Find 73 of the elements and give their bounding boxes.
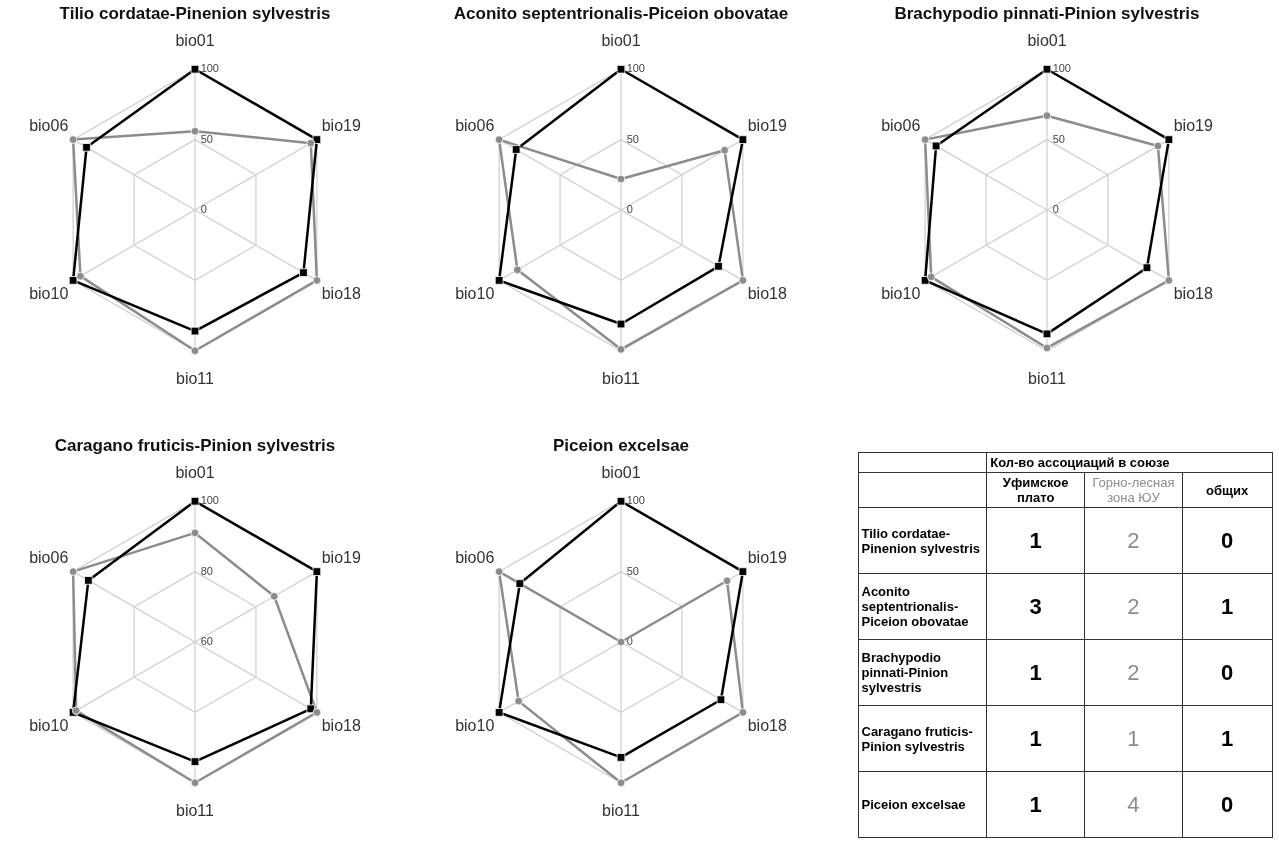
y-tick-label: 50 [626,564,639,577]
text: 1 [986,639,1085,706]
text: 1 [1182,705,1272,772]
y-tick-label: 100 [626,62,645,75]
spoke-label: bio19 [321,548,361,566]
text: общих [1182,472,1272,508]
text: 2 [1084,639,1183,706]
text: Tilio cordatae-Pinenion sylvestris [858,507,987,574]
spoke-label: bio19 [1173,116,1213,134]
text: Piceion excelsae [858,771,987,838]
text: 1 [1182,573,1272,640]
spoke-label: bio19 [747,116,787,134]
spoke-label: bio19 [747,548,787,566]
y-tick-label: 60 [200,635,213,647]
text: Уфимское плато [986,472,1085,508]
text: 0 [1182,507,1272,574]
text: 3 [986,573,1085,640]
y-tick-label: 50 [626,132,639,145]
spoke-label: bio10 [455,717,495,735]
text: 0 [1182,771,1272,838]
spoke-label: bio18 [1173,285,1213,303]
spoke-label: bio18 [321,285,361,303]
spoke-label: bio01 [601,464,641,482]
spoke-label: bio11 [176,369,215,387]
chart-title: Tilio cordatae-Pinenion sylvestris [59,4,331,23]
text: 1 [1084,705,1183,772]
spoke-label: bio01 [175,32,215,50]
spoke-label: bio18 [321,717,361,735]
spoke-label: bio06 [455,548,495,566]
y-tick-label: 0 [1052,203,1059,215]
text: 2 [1084,573,1183,640]
spoke-label: bio11 [602,369,641,387]
y-tick-label: 100 [626,494,645,507]
spoke-label: bio01 [175,464,215,482]
y-tick-label: 100 [200,494,219,507]
spoke-label: bio01 [1027,32,1067,50]
text: Горно-лесная зона ЮУ [1084,472,1183,508]
text: 2 [1084,507,1183,574]
text: Aconito septentrionalis-Piceion obovatae [858,573,987,640]
spoke-label: bio19 [321,116,361,134]
y-tick-label: 100 [200,62,219,75]
spoke-label: bio11 [602,801,641,819]
text: Brachypodio pinnati-Pinion sylvestris [858,639,987,706]
spoke-label: bio10 [29,717,69,735]
text: 0 [1182,639,1272,706]
text: 1 [986,507,1085,574]
text: 1 [986,705,1085,772]
y-tick-label: 0 [200,203,207,215]
chart-title: Caragano fruticis-Pinion sylvestris [54,436,336,455]
spoke-label: bio06 [881,116,921,134]
spoke-label: bio06 [29,548,69,566]
chart-title: Aconito septentrionalis-Piceion obovatae [453,4,789,23]
y-tick-label: 100 [1052,62,1071,75]
chart-title: Piceion excelsae [552,436,690,455]
spoke-label: bio11 [1028,369,1067,387]
spoke-label: bio06 [29,116,69,134]
text: 4 [1084,771,1183,838]
spoke-label: bio01 [601,32,641,50]
spoke-label: bio11 [176,801,215,819]
spoke-label: bio10 [881,285,921,303]
spoke-label: bio18 [747,285,787,303]
chart-title: Brachypodio pinnati-Pinion sylvestris [894,4,1200,23]
spoke-label: bio10 [455,285,495,303]
y-tick-label: 50 [1052,132,1065,145]
spoke-label: bio18 [747,717,787,735]
y-tick-label: 80 [200,564,213,577]
spoke-label: bio06 [455,116,495,134]
spoke-label: bio10 [29,285,69,303]
y-tick-label: 0 [626,203,633,215]
y-tick-label: 50 [200,132,213,145]
text: Кол-во ассоциаций в союзе [986,452,1272,473]
text: Caragano fruticis-Pinion sylvestris [858,705,987,772]
text: 1 [986,771,1085,838]
